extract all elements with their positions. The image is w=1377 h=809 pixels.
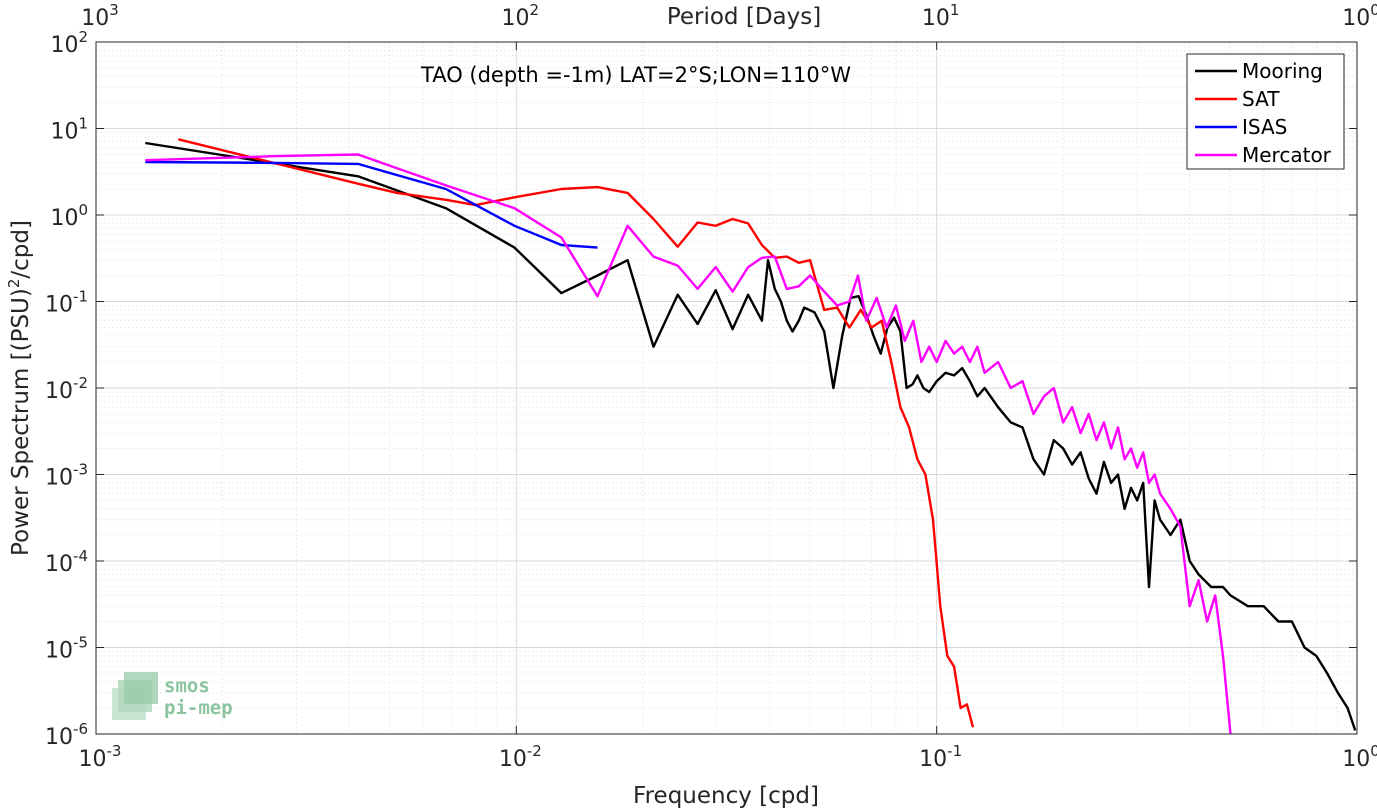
x-tick-label-exp: -3 bbox=[107, 742, 122, 760]
top-tick-label-exp: 0 bbox=[1370, 1, 1377, 19]
legend-label-mooring: Mooring bbox=[1242, 59, 1323, 83]
y-tick-label-exp: -5 bbox=[73, 634, 88, 652]
x-tick-label-exp: -1 bbox=[947, 742, 962, 760]
top-tick-label: 101 bbox=[922, 1, 960, 31]
x-tick-label: 10-3 bbox=[79, 742, 122, 772]
y-tick-label: 10-5 bbox=[45, 634, 88, 664]
y-tick-label: 10-2 bbox=[45, 374, 88, 404]
y-tick-label-base: 10 bbox=[50, 33, 78, 58]
logo-text-line2: pi-mep bbox=[164, 697, 233, 719]
y-tick-label: 101 bbox=[50, 115, 88, 145]
top-tick-label-exp: 1 bbox=[950, 1, 960, 19]
x-tick-label: 10-1 bbox=[919, 742, 962, 772]
x-tick-label-base: 10 bbox=[499, 747, 527, 772]
y-tick-label-exp: -4 bbox=[73, 547, 88, 565]
y-tick-label-exp: 2 bbox=[78, 28, 88, 46]
y-tick-label: 10-6 bbox=[45, 720, 88, 750]
series-line-mooring bbox=[145, 141, 1357, 731]
chart-title: TAO (depth =-1m) LAT=2°S;LON=110°W bbox=[420, 63, 851, 87]
series-lines bbox=[145, 138, 1357, 735]
x-tick-label-exp: 0 bbox=[1370, 742, 1377, 760]
y-tick-label-base: 10 bbox=[50, 120, 78, 145]
top-tick-label: 100 bbox=[1342, 1, 1377, 31]
y-tick-label-exp: -6 bbox=[73, 720, 88, 738]
y-tick-label-exp: -2 bbox=[73, 374, 88, 392]
x-tick-label-exp: -2 bbox=[527, 742, 542, 760]
legend-label-sat: SAT bbox=[1242, 87, 1280, 111]
y-tick-label: 10-1 bbox=[45, 288, 88, 318]
top-axis-label: Period [Days] bbox=[667, 4, 821, 30]
x-axis-label: Frequency [cpd] bbox=[633, 783, 819, 809]
legend: Mooring SAT ISAS Mercator bbox=[1186, 53, 1345, 170]
y-tick-label: 100 bbox=[50, 201, 88, 231]
y-tick-label-exp: 0 bbox=[78, 201, 88, 219]
y-tick-label-base: 10 bbox=[45, 552, 73, 577]
y-tick-label-base: 10 bbox=[45, 379, 73, 404]
series-line-isas bbox=[145, 160, 598, 249]
top-tick-label: 102 bbox=[502, 1, 540, 31]
y-axis-label-sup: 2 bbox=[5, 279, 23, 289]
smos-pi-mep-logo: smos pi-mep bbox=[112, 672, 233, 720]
x-tick-label-base: 10 bbox=[919, 747, 947, 772]
logo-text-line1: smos bbox=[164, 675, 210, 697]
top-tick-label-exp: 2 bbox=[530, 1, 540, 19]
y-tick-label-exp: -1 bbox=[73, 288, 88, 306]
y-tick-label-base: 10 bbox=[45, 293, 73, 318]
top-tick-label-exp: 3 bbox=[109, 1, 119, 19]
x-tick-label-base: 10 bbox=[79, 747, 107, 772]
y-tick-label-base: 10 bbox=[45, 725, 73, 750]
top-tick-label: 103 bbox=[81, 1, 119, 31]
y-tick-label-exp: -3 bbox=[73, 461, 88, 479]
series-line-mercator bbox=[145, 153, 1232, 735]
y-tick-label-base: 10 bbox=[45, 466, 73, 491]
chart-grid bbox=[95, 42, 1357, 735]
legend-label-mercator: Mercator bbox=[1242, 143, 1332, 167]
top-tick-label-base: 10 bbox=[1342, 6, 1370, 31]
series-line-sat bbox=[178, 138, 975, 728]
x-tick-label: 10-2 bbox=[499, 742, 542, 772]
y-tick-label: 102 bbox=[50, 28, 88, 58]
y-axis-label-tail: /cpd] bbox=[8, 220, 34, 279]
legend-label-isas: ISAS bbox=[1242, 115, 1287, 139]
y-tick-label-base: 10 bbox=[50, 206, 78, 231]
y-tick-label: 10-3 bbox=[45, 461, 88, 491]
y-tick-label: 10-4 bbox=[45, 547, 88, 577]
top-tick-label-base: 10 bbox=[81, 6, 109, 31]
y-tick-label-base: 10 bbox=[45, 639, 73, 664]
y-axis-label: Power Spectrum [(PSU)2/cpd] bbox=[5, 220, 34, 556]
top-tick-label-base: 10 bbox=[922, 6, 950, 31]
x-tick-label-base: 10 bbox=[1342, 747, 1370, 772]
y-tick-label-exp: 1 bbox=[78, 115, 88, 133]
y-axis-label-main: Power Spectrum [(PSU) bbox=[8, 288, 34, 556]
logo-layer bbox=[124, 672, 158, 704]
legend-box bbox=[1186, 53, 1345, 170]
x-tick-label: 100 bbox=[1342, 742, 1377, 772]
top-tick-label-base: 10 bbox=[502, 6, 530, 31]
